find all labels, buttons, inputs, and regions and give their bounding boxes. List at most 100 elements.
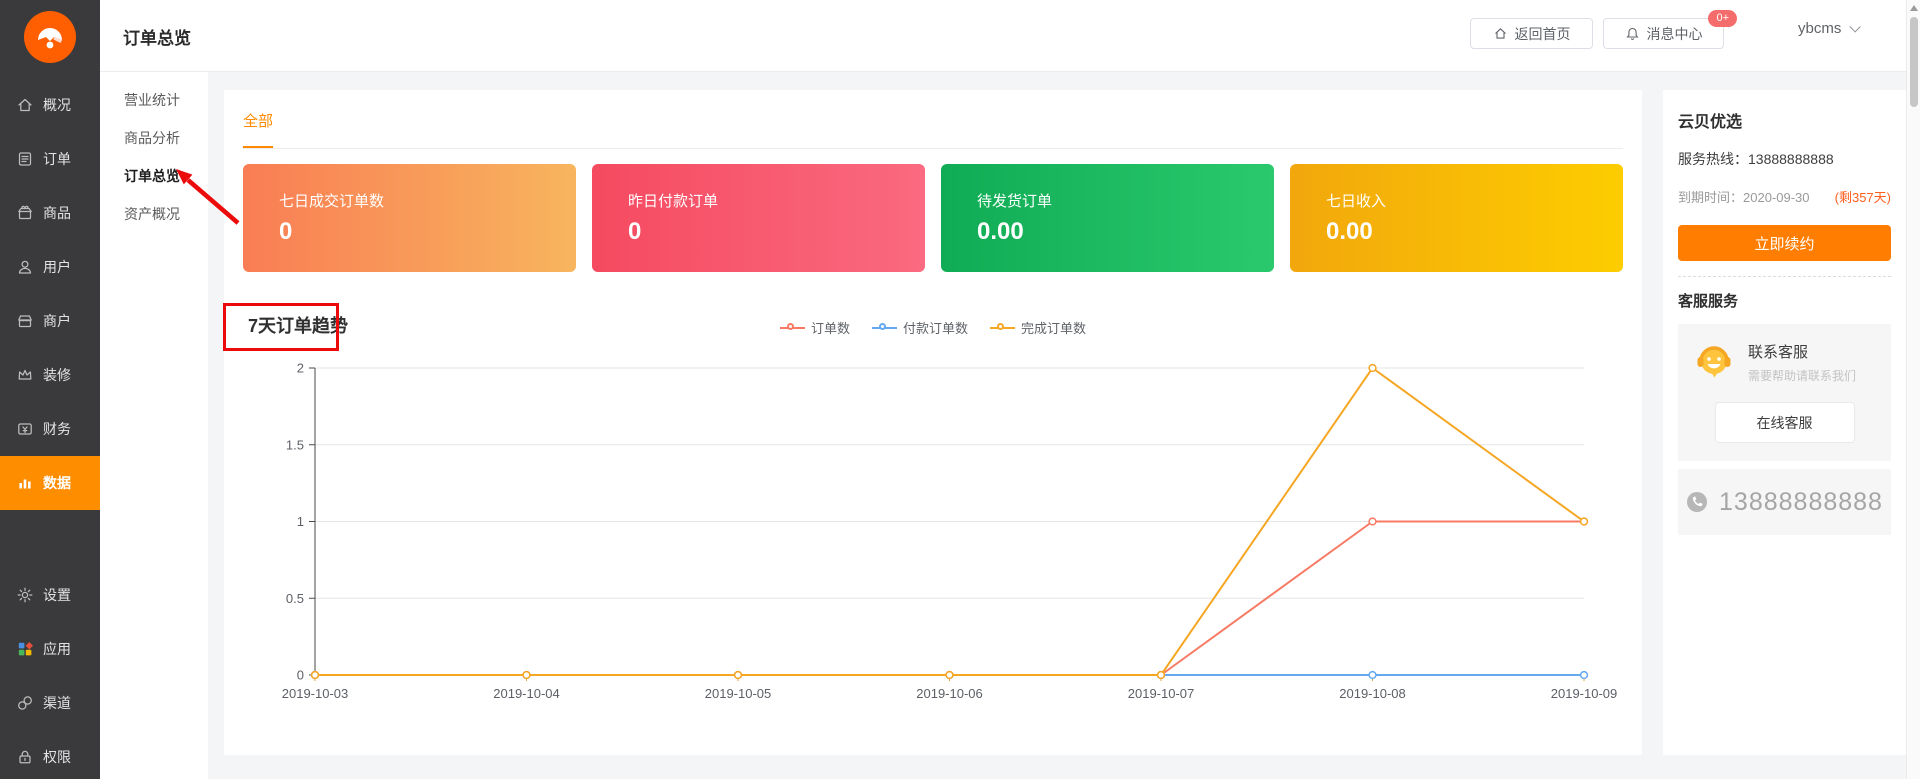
customer-service-smiley-icon: [1697, 346, 1731, 378]
message-center-label: 消息中心: [1646, 25, 1703, 42]
finance-wallet-icon: [16, 420, 34, 438]
home-icon: [1494, 28, 1506, 39]
sidebar-item-label: 订单: [43, 151, 71, 167]
service-title: 客服服务: [1678, 293, 1739, 310]
tab-all[interactable]: 全部: [243, 113, 274, 130]
legend-item-付款订单数[interactable]: 付款订单数: [871, 318, 968, 337]
apps-icon: [16, 640, 34, 658]
sidebar-item-7[interactable]: 财务: [0, 402, 100, 456]
sidebar-item-8[interactable]: 数据: [0, 456, 100, 510]
sidebar-item-label: 概况: [43, 97, 71, 113]
sidebar-item-10[interactable]: 应用: [0, 622, 100, 676]
sidebar-item-1[interactable]: 概况: [0, 78, 100, 132]
gear-icon: [16, 586, 34, 604]
renew-button[interactable]: 立即续约: [1678, 225, 1891, 261]
sidebar-item-label: 商户: [43, 313, 71, 329]
sidebar-nav: 概况订单商品用户商户装修财务数据设置应用渠道 权限: [0, 78, 100, 779]
sidebar-item-9[interactable]: 设置: [0, 568, 100, 622]
sidebar-item-label: 数据: [43, 475, 71, 491]
subnav-item-营业统计[interactable]: 营业统计: [124, 92, 180, 108]
subnav: 营业统计商品分析订单总览资产概况: [100, 72, 208, 779]
stat-card: 待发货订单 0.00: [941, 164, 1274, 272]
phone-icon: [1687, 492, 1708, 512]
sidebar-item-5[interactable]: 商户: [0, 294, 100, 348]
online-service-button[interactable]: 在线客服: [1714, 402, 1855, 443]
subnav-item-商品分析[interactable]: 商品分析: [124, 130, 180, 146]
dashed-divider: [1678, 276, 1891, 277]
subnav-item-订单总览[interactable]: 订单总览: [124, 168, 180, 184]
svg-text:2019-10-03: 2019-10-03: [282, 686, 349, 701]
data-chart-icon: [16, 474, 34, 492]
back-home-button[interactable]: 返回首页: [1470, 18, 1593, 49]
svg-text:0.5: 0.5: [286, 591, 304, 606]
stat-cards-row: 七日成交订单数 0 昨日付款订单 0 待发货订单 0.00 七日收入 0.00: [243, 164, 1623, 272]
svg-text:2019-10-05: 2019-10-05: [705, 686, 772, 701]
legend-item-完成订单数[interactable]: 完成订单数: [990, 318, 1086, 337]
sidebar-item-3[interactable]: 商品: [0, 186, 100, 240]
contact-title: 联系客服: [1748, 343, 1809, 361]
shop-name: 云贝优选: [1678, 114, 1743, 131]
mushroom-logo-icon: [38, 28, 62, 49]
order-doc-icon: [16, 150, 34, 168]
decorate-crown-icon: [16, 366, 34, 384]
service-box: 联系客服 需要帮助请联系我们 在线客服: [1678, 324, 1891, 461]
expire-date-text: 到期时间：2020-09-30: [1678, 190, 1810, 205]
tab-divider: [243, 148, 1623, 149]
legend-label: 完成订单数: [1021, 321, 1087, 336]
sidebar-item-label: 用户: [43, 259, 71, 275]
contact-subtitle: 需要帮助请联系我们: [1748, 368, 1857, 383]
days-left: (剩357天): [1834, 190, 1891, 205]
svg-text:1.5: 1.5: [286, 437, 304, 452]
subnav-item-资产概况[interactable]: 资产概况: [124, 206, 180, 222]
contact-texts: 联系客服 需要帮助请联系我们: [1748, 341, 1856, 384]
stat-card-value: 0.00: [1326, 218, 1373, 245]
legend-marker-icon: [990, 322, 1015, 333]
user-menu[interactable]: ybcms: [1798, 20, 1862, 37]
sidebar-item-4[interactable]: 用户: [0, 240, 100, 294]
stat-card-label: 七日收入: [1326, 193, 1387, 210]
message-center-button[interactable]: 消息中心 0+: [1603, 10, 1737, 49]
chart-title: 7天订单趋势: [248, 316, 349, 336]
window-scrollbar[interactable]: [1906, 0, 1920, 779]
chart-legend: 订单数 付款订单数 完成订单数: [224, 318, 1642, 337]
app-logo[interactable]: [24, 11, 76, 63]
main-content-card: 全部 七日成交订单数 0 昨日付款订单 0 待发货订单 0.00 七日收入 0.00 …: [224, 90, 1642, 755]
username: ybcms: [1798, 20, 1842, 37]
scrollbar-up-arrow-icon[interactable]: [1910, 5, 1918, 11]
sidebar-item-label: 装修: [43, 367, 71, 383]
stat-card: 七日成交订单数 0: [243, 164, 576, 272]
shop-info-panel: 云贝优选 服务热线：13888888888 到期时间：2020-09-30 (剩…: [1663, 90, 1906, 755]
sidebar-item-12[interactable]: 权限: [0, 730, 100, 779]
sidebar-item-11[interactable]: 渠道: [0, 676, 100, 730]
legend-item-订单数[interactable]: 订单数: [779, 318, 850, 337]
scrollbar-thumb[interactable]: [1910, 17, 1918, 107]
sidebar-item-6[interactable]: 装修: [0, 348, 100, 402]
back-home-label: 返回首页: [1514, 25, 1571, 42]
sidebar-item-label: 商品: [43, 205, 71, 221]
trend-chart: 0 0.5 1 1.5 2 2019-10-03 2019-10-04 2019-10-05 2…: [282, 361, 1618, 702]
stat-card-value: 0: [279, 218, 293, 245]
message-badge: 0+: [1708, 10, 1737, 27]
stat-card-value: 0: [628, 218, 642, 245]
stat-card: 七日收入 0.00: [1290, 164, 1623, 272]
legend-label: 付款订单数: [902, 321, 968, 336]
stat-card-label: 昨日付款订单: [628, 193, 719, 210]
stat-card-label: 待发货订单: [977, 193, 1053, 210]
svg-text:2019-10-08: 2019-10-08: [1339, 686, 1406, 701]
svg-text:1: 1: [297, 514, 304, 529]
service-hotline: 服务热线：13888888888: [1678, 149, 1891, 169]
user-icon: [16, 258, 34, 276]
stat-card-value: 0.00: [977, 218, 1024, 245]
lock-icon: [16, 748, 34, 766]
stat-card-label: 七日成交订单数: [279, 193, 385, 210]
svg-text:2019-10-04: 2019-10-04: [493, 686, 560, 701]
top-header: 订单总览 返回首页 消息中心 0+ ybcms: [100, 0, 1920, 72]
hotline-label: 服务热线：: [1678, 151, 1748, 167]
legend-marker-icon: [779, 322, 805, 333]
sidebar-item-label: 设置: [43, 587, 71, 603]
bell-icon: [1626, 27, 1638, 40]
sidebar-item-2[interactable]: 订单: [0, 132, 100, 186]
svg-text:2019-10-09: 2019-10-09: [1551, 686, 1618, 701]
sidebar-item-label: 应用: [43, 641, 71, 657]
